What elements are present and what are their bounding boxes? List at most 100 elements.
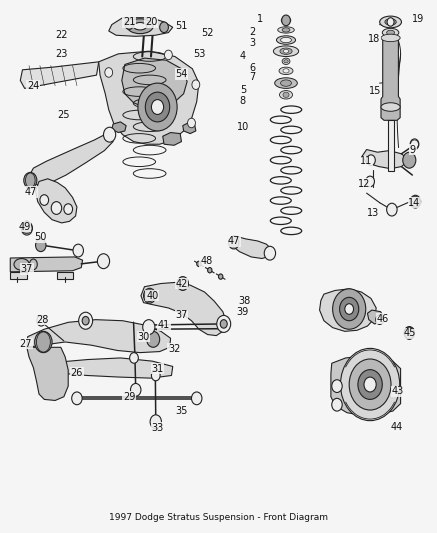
Circle shape: [376, 315, 384, 325]
Ellipse shape: [281, 37, 291, 43]
Circle shape: [37, 316, 45, 326]
Circle shape: [364, 377, 376, 392]
Circle shape: [366, 176, 375, 187]
Circle shape: [138, 83, 177, 131]
Text: 41: 41: [158, 320, 170, 330]
Circle shape: [73, 244, 83, 257]
Polygon shape: [112, 122, 126, 133]
Circle shape: [349, 359, 391, 410]
Polygon shape: [10, 272, 27, 279]
Ellipse shape: [281, 80, 291, 86]
Polygon shape: [20, 62, 99, 88]
Ellipse shape: [282, 58, 290, 64]
Text: 33: 33: [151, 423, 163, 433]
Polygon shape: [141, 282, 226, 336]
Circle shape: [403, 152, 416, 168]
Ellipse shape: [280, 91, 292, 99]
Circle shape: [160, 22, 168, 33]
Polygon shape: [319, 289, 376, 332]
Text: 9: 9: [410, 144, 416, 155]
Text: 14: 14: [409, 198, 421, 208]
Circle shape: [105, 68, 113, 77]
Text: 1997 Dodge Stratus Suspension - Front Diagram: 1997 Dodge Stratus Suspension - Front Di…: [109, 513, 328, 522]
Ellipse shape: [14, 259, 29, 270]
Text: 5: 5: [240, 85, 246, 95]
Circle shape: [35, 239, 46, 252]
Text: 35: 35: [175, 406, 187, 416]
Ellipse shape: [274, 46, 298, 56]
Circle shape: [143, 320, 155, 335]
Circle shape: [264, 246, 276, 260]
Ellipse shape: [127, 19, 153, 34]
Circle shape: [410, 195, 421, 208]
Polygon shape: [362, 150, 409, 168]
Circle shape: [229, 236, 239, 249]
Text: 24: 24: [27, 81, 40, 91]
Text: 54: 54: [175, 69, 187, 79]
Circle shape: [404, 327, 415, 340]
Text: 50: 50: [34, 232, 46, 243]
Circle shape: [131, 383, 141, 396]
Circle shape: [147, 332, 160, 348]
Circle shape: [72, 392, 82, 405]
Circle shape: [208, 268, 212, 273]
Ellipse shape: [385, 19, 396, 25]
Circle shape: [410, 139, 419, 150]
Circle shape: [51, 201, 62, 214]
Text: 12: 12: [358, 179, 371, 189]
Circle shape: [192, 80, 200, 90]
Ellipse shape: [284, 50, 288, 53]
Circle shape: [340, 297, 359, 321]
Text: 53: 53: [193, 49, 205, 59]
Polygon shape: [368, 310, 384, 324]
Text: 6: 6: [250, 63, 256, 72]
Circle shape: [333, 289, 366, 329]
Text: 47: 47: [228, 236, 240, 246]
Text: 32: 32: [168, 344, 180, 354]
Circle shape: [387, 203, 397, 216]
Polygon shape: [29, 133, 113, 185]
Circle shape: [177, 277, 188, 290]
Text: 10: 10: [237, 122, 249, 132]
Circle shape: [191, 392, 202, 405]
Ellipse shape: [278, 27, 294, 33]
Text: 22: 22: [55, 30, 68, 41]
Circle shape: [104, 127, 116, 142]
Text: 42: 42: [175, 279, 187, 288]
Circle shape: [282, 15, 290, 26]
Circle shape: [340, 349, 400, 421]
Polygon shape: [99, 51, 199, 144]
Text: 21: 21: [123, 17, 135, 27]
Text: 40: 40: [146, 290, 158, 301]
Circle shape: [64, 204, 73, 214]
Circle shape: [40, 195, 49, 205]
Text: 39: 39: [236, 306, 249, 317]
Ellipse shape: [29, 259, 37, 270]
Text: 38: 38: [239, 296, 251, 306]
Text: 29: 29: [123, 392, 135, 402]
Circle shape: [97, 254, 110, 269]
Circle shape: [24, 172, 37, 188]
Text: 19: 19: [412, 14, 424, 24]
Polygon shape: [27, 320, 170, 353]
Text: 13: 13: [367, 208, 379, 219]
Circle shape: [151, 100, 163, 115]
Circle shape: [218, 274, 223, 279]
Ellipse shape: [281, 17, 291, 23]
Circle shape: [82, 317, 89, 325]
Polygon shape: [183, 123, 196, 134]
Ellipse shape: [382, 28, 399, 37]
Ellipse shape: [279, 67, 293, 75]
Ellipse shape: [380, 16, 402, 28]
Text: 20: 20: [145, 17, 157, 27]
Circle shape: [358, 369, 382, 399]
Ellipse shape: [134, 22, 147, 30]
Text: 31: 31: [151, 364, 163, 374]
Polygon shape: [109, 18, 173, 36]
Ellipse shape: [275, 78, 297, 88]
Circle shape: [345, 304, 354, 314]
Text: 4: 4: [240, 51, 246, 61]
Text: 30: 30: [138, 332, 150, 342]
Polygon shape: [35, 179, 77, 223]
Polygon shape: [163, 133, 181, 146]
